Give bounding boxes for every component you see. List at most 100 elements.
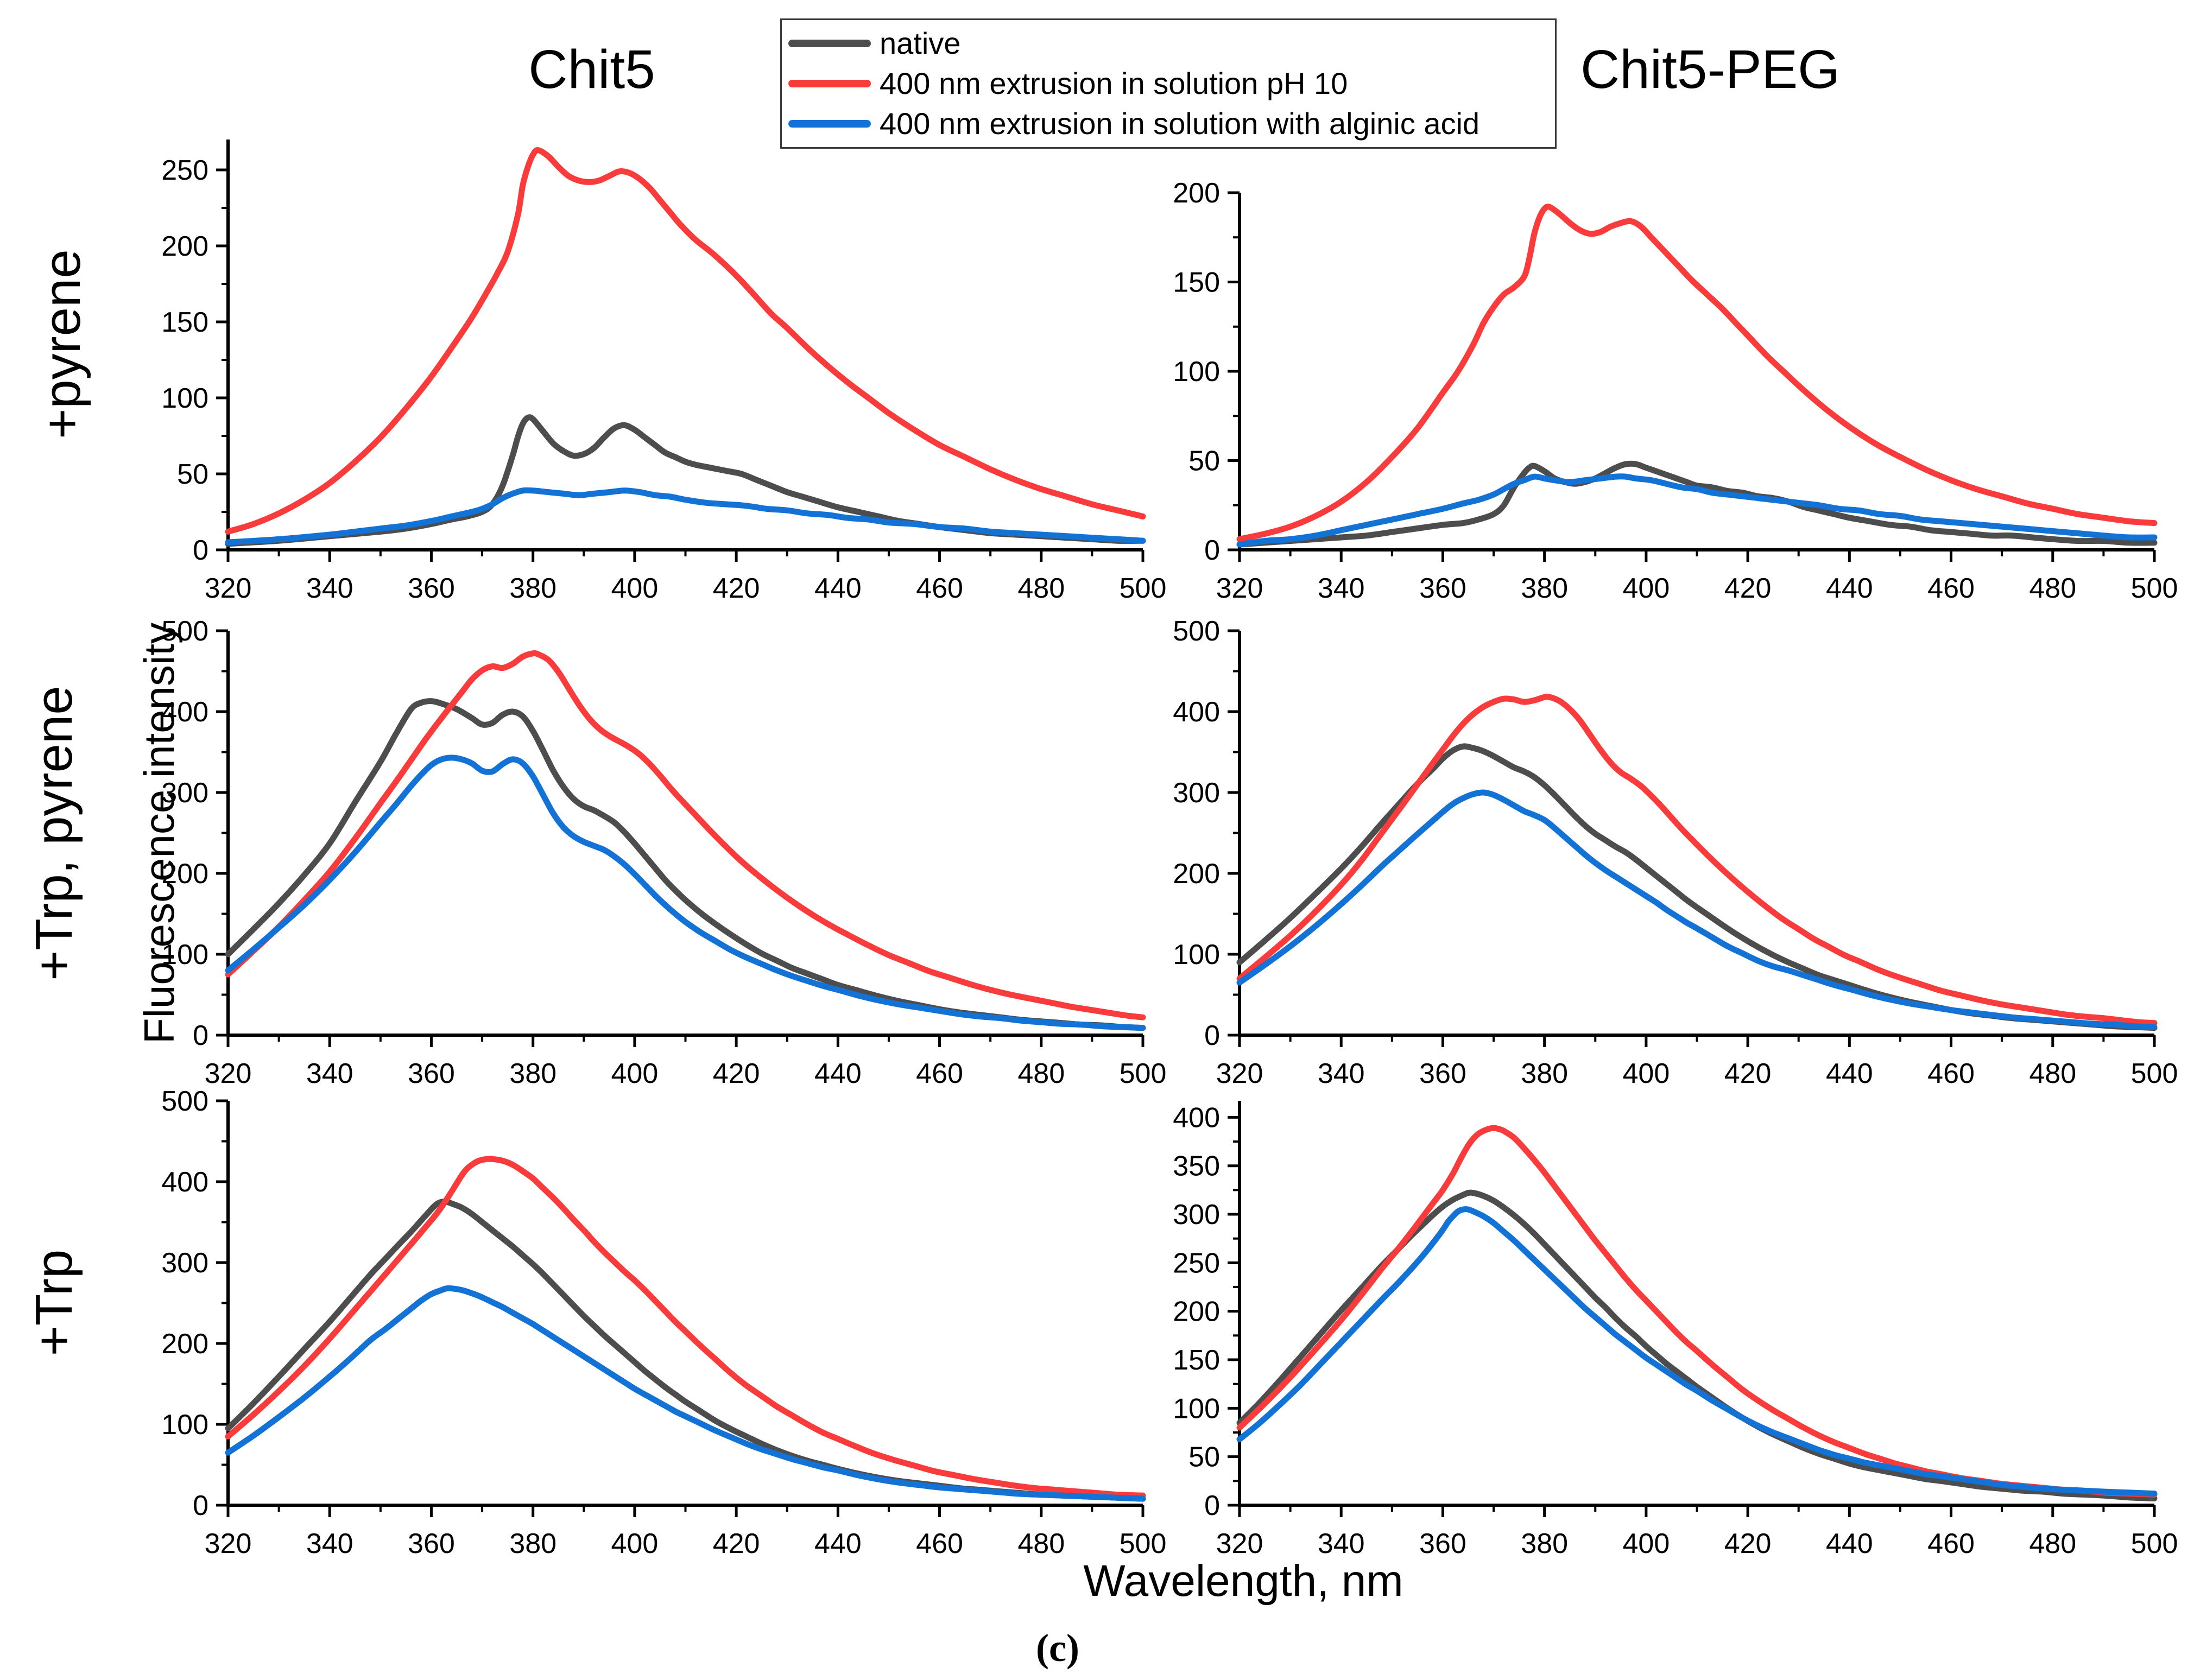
axis bbox=[226, 631, 1143, 1037]
x-tick-label: 420 bbox=[713, 1058, 760, 1089]
x-tick-label: 360 bbox=[1419, 1058, 1466, 1089]
legend-label: 400 nm extrusion in solution pH 10 bbox=[880, 66, 1348, 100]
x-tick-label: 460 bbox=[1927, 1058, 1975, 1089]
row-label-trp-pyrene: +Trp, pyrene bbox=[25, 686, 83, 981]
x-tick-label: 340 bbox=[306, 1058, 353, 1089]
y-tick-label: 400 bbox=[1173, 696, 1220, 728]
x-tick-label: 460 bbox=[1927, 573, 1975, 604]
y-tick-label: 50 bbox=[177, 459, 208, 490]
legend-item-alginic: 400 nm extrusion in solution with algini… bbox=[788, 109, 1555, 139]
x-tick-label: 440 bbox=[814, 1528, 862, 1559]
series-curve-alginic bbox=[1236, 1206, 2158, 1497]
series-curve-alginic bbox=[1236, 473, 2158, 548]
series-curve-native bbox=[1236, 743, 2158, 1031]
y-tick-label: 50 bbox=[1188, 446, 1220, 477]
x-tick-label: 400 bbox=[611, 1058, 659, 1089]
series-curve-alginic bbox=[1236, 789, 2158, 1030]
x-tick-label: 360 bbox=[408, 1058, 455, 1089]
axis bbox=[226, 1101, 1143, 1507]
x-tick-label: 320 bbox=[205, 573, 252, 604]
y-tick-label: 400 bbox=[161, 1167, 208, 1198]
y-tick-label: 0 bbox=[1204, 1490, 1220, 1521]
series-curve-alginic bbox=[225, 755, 1146, 1031]
x-tick-label: 440 bbox=[814, 1058, 862, 1089]
x-tick-label: 480 bbox=[2029, 1528, 2076, 1559]
x-tick-label: 400 bbox=[611, 573, 659, 604]
x-tick-label: 440 bbox=[1826, 573, 1873, 604]
x-axis-label: Wavelength, nm bbox=[1083, 1556, 1403, 1606]
x-tick-label: 400 bbox=[1623, 1528, 1670, 1559]
column-title-chit5: Chit5 bbox=[528, 39, 655, 100]
y-tick-label: 0 bbox=[1204, 535, 1220, 566]
x-tick-label: 420 bbox=[1724, 573, 1772, 604]
x-tick-label: 320 bbox=[205, 1528, 252, 1559]
x-tick-label: 480 bbox=[1017, 1058, 1065, 1089]
y-tick-label: 100 bbox=[161, 939, 208, 971]
x-tick-label: 360 bbox=[408, 573, 455, 604]
y-tick-label: 50 bbox=[1188, 1442, 1220, 1473]
x-tick-label: 440 bbox=[1826, 1058, 1873, 1089]
x-tick-label: 460 bbox=[916, 573, 963, 604]
x-tick-label: 320 bbox=[1216, 1528, 1263, 1559]
x-tick-label: 500 bbox=[2131, 1058, 2178, 1089]
y-tick-label: 100 bbox=[161, 383, 208, 414]
x-tick-label: 500 bbox=[1120, 1058, 1167, 1089]
x-tick-label: 500 bbox=[1120, 573, 1167, 604]
series-curve-native bbox=[1236, 1189, 2158, 1501]
y-tick-label: 500 bbox=[1173, 616, 1220, 647]
x-tick-label: 360 bbox=[1419, 1528, 1466, 1559]
y-tick-label: 100 bbox=[1173, 939, 1220, 971]
x-tick-label: 460 bbox=[916, 1528, 963, 1559]
x-tick-label: 360 bbox=[1419, 573, 1466, 604]
y-tick-label: 150 bbox=[1173, 1345, 1220, 1376]
x-tick-label: 420 bbox=[713, 1528, 760, 1559]
x-tick-label: 480 bbox=[1017, 1528, 1065, 1559]
x-tick-label: 420 bbox=[1724, 1528, 1772, 1559]
axis bbox=[226, 140, 1143, 551]
x-tick-label: 380 bbox=[509, 1058, 557, 1089]
legend: native 400 nm extrusion in solution pH 1… bbox=[780, 18, 1557, 149]
legend-line-native bbox=[788, 40, 871, 47]
x-tick-label: 380 bbox=[1521, 1058, 1568, 1089]
y-tick-label: 200 bbox=[1173, 177, 1220, 209]
row-label-pyrene: +pyrene bbox=[33, 249, 91, 439]
x-tick-label: 480 bbox=[2029, 573, 2076, 604]
y-tick-label: 100 bbox=[1173, 1393, 1220, 1424]
x-tick-label: 500 bbox=[2131, 573, 2178, 604]
y-tick-label: 200 bbox=[161, 231, 208, 262]
x-tick-label: 320 bbox=[205, 1058, 252, 1089]
y-tick-label: 200 bbox=[161, 858, 208, 890]
x-tick-label: 420 bbox=[713, 573, 760, 604]
x-tick-label: 340 bbox=[306, 573, 353, 604]
x-tick-label: 440 bbox=[1826, 1528, 1873, 1559]
legend-line-ph10 bbox=[788, 80, 871, 87]
y-tick-label: 0 bbox=[193, 1490, 208, 1521]
x-tick-label: 500 bbox=[2131, 1528, 2178, 1559]
series-curve-ph10 bbox=[1236, 693, 2158, 1026]
x-tick-label: 460 bbox=[1927, 1528, 1975, 1559]
y-tick-label: 300 bbox=[1173, 777, 1220, 809]
legend-line-alginic bbox=[788, 120, 871, 128]
row-label-trp: +Trp bbox=[25, 1249, 83, 1356]
x-tick-label: 360 bbox=[408, 1528, 455, 1559]
y-tick-label: 400 bbox=[1173, 1102, 1220, 1133]
x-tick-label: 440 bbox=[814, 573, 862, 604]
column-title-chit5-peg: Chit5-PEG bbox=[1580, 39, 1840, 100]
y-tick-label: 0 bbox=[1204, 1020, 1220, 1051]
y-tick-label: 250 bbox=[1173, 1247, 1220, 1279]
y-tick-label: 150 bbox=[161, 307, 208, 338]
x-tick-label: 380 bbox=[1521, 573, 1568, 604]
x-tick-label: 340 bbox=[1318, 1058, 1365, 1089]
legend-item-ph10: 400 nm extrusion in solution pH 10 bbox=[788, 68, 1555, 99]
legend-label: 400 nm extrusion in solution with algini… bbox=[880, 106, 1480, 141]
x-tick-label: 400 bbox=[1623, 1058, 1670, 1089]
legend-item-native: native bbox=[788, 28, 1555, 59]
series-curve-native bbox=[225, 698, 1146, 1031]
x-tick-label: 320 bbox=[1216, 573, 1263, 604]
y-tick-label: 300 bbox=[161, 1247, 208, 1279]
x-tick-label: 480 bbox=[2029, 1058, 2076, 1089]
y-tick-label: 500 bbox=[161, 616, 208, 647]
x-tick-label: 400 bbox=[1623, 573, 1670, 604]
panel-caption: (c) bbox=[1036, 1626, 1079, 1670]
y-tick-label: 100 bbox=[161, 1409, 208, 1441]
